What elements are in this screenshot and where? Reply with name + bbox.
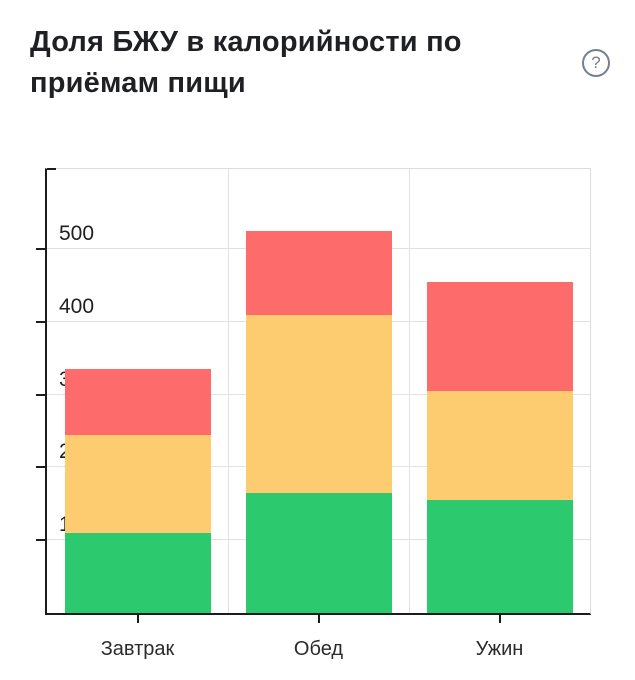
- bar-segment-Завтрак-green-bottom-segment[interactable]: [64, 532, 211, 613]
- bar-segment-Завтрак-red-top-segment[interactable]: [64, 369, 211, 435]
- y-tick-500: [36, 248, 45, 251]
- category-separator-1: [228, 169, 229, 613]
- y-tick-300: [36, 393, 45, 396]
- x-tick-Обед: [317, 615, 320, 623]
- y-tick-100: [36, 539, 45, 542]
- help-icon[interactable]: ?: [582, 49, 610, 77]
- bar-segment-Ужин-yellow-middle-segment[interactable]: [426, 391, 573, 501]
- y-tick-label-500: 500: [59, 222, 95, 246]
- y-tick-label-400: 400: [59, 294, 95, 318]
- y-tick-400: [36, 320, 45, 323]
- plot-area: 100200300400500: [36, 168, 591, 615]
- bar-segment-Ужин-red-top-segment[interactable]: [426, 281, 573, 391]
- y-axis-top-cap: [47, 168, 56, 170]
- x-tick-Ужин: [498, 615, 501, 623]
- x-axis-label-Ужин: Ужин: [475, 638, 524, 660]
- x-tick-Завтрак: [136, 615, 139, 623]
- bar-segment-Обед-red-top-segment[interactable]: [245, 230, 392, 315]
- bar-segment-Обед-green-bottom-segment[interactable]: [245, 492, 392, 613]
- bar-segment-Ужин-green-bottom-segment[interactable]: [426, 500, 573, 613]
- bar-segment-Завтрак-yellow-middle-segment[interactable]: [64, 434, 211, 533]
- x-axis-label-Обед: Обед: [293, 638, 344, 660]
- page-title: Доля БЖУ в калорийности по приёмам пищи: [30, 26, 462, 99]
- bar-segment-Обед-yellow-middle-segment[interactable]: [245, 314, 392, 493]
- x-axis-label-Завтрак: Завтрак: [100, 638, 175, 660]
- y-tick-200: [36, 466, 45, 469]
- category-separator-2: [409, 169, 410, 613]
